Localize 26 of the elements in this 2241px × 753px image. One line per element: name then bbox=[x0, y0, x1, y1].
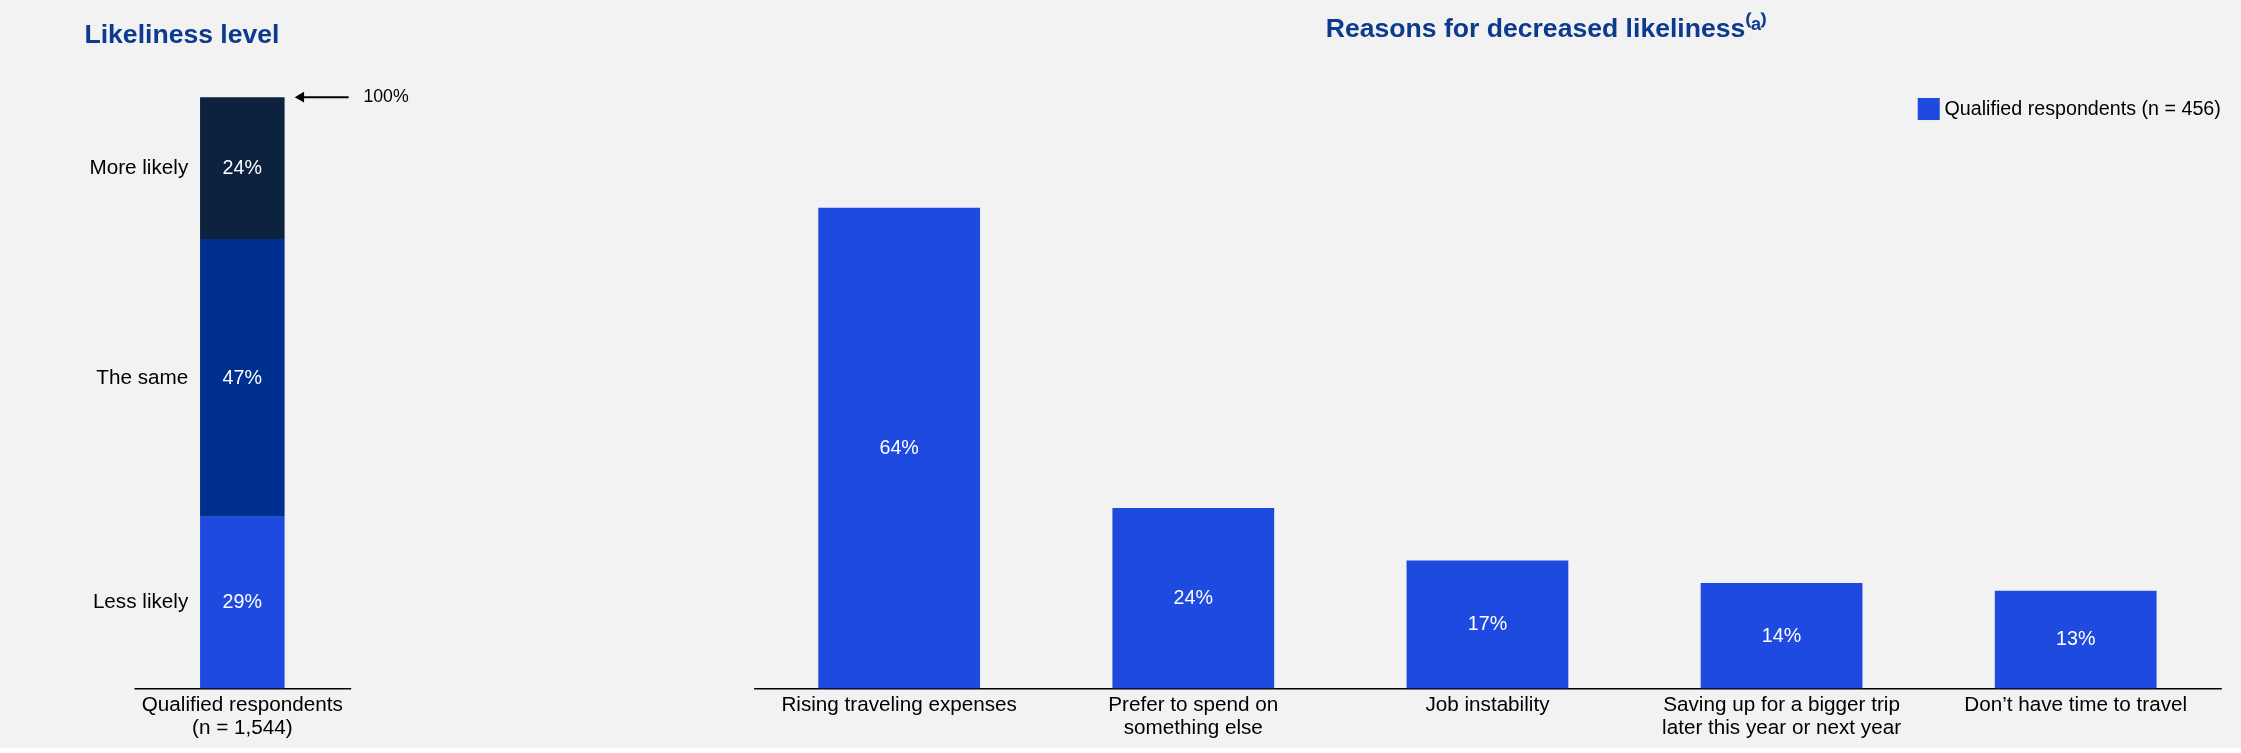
chart-title: Likeliness level bbox=[84, 19, 280, 50]
series-label: More likely bbox=[89, 155, 189, 179]
x-tick-label: Saving up for a bigger trip later this year or next year bbox=[1662, 692, 1902, 739]
data-label: 14% bbox=[1761, 623, 1802, 646]
legend-label: Qualified respondents (n = 456) bbox=[1944, 96, 2221, 119]
bar bbox=[1112, 508, 1275, 689]
bar bbox=[818, 207, 981, 689]
x-tick-label: Qualified respondents (n = 1,544) bbox=[141, 692, 343, 739]
data-label: 64% bbox=[879, 435, 919, 458]
x-tick-label: Don’t have time to travel bbox=[1964, 692, 2188, 716]
x-tick-label: Job instability bbox=[1425, 692, 1551, 716]
data-label: 24% bbox=[1173, 586, 1213, 609]
bar bbox=[1700, 583, 1863, 689]
text: 100% bbox=[363, 86, 409, 107]
x-tick-label: Prefer to spend on something else bbox=[1108, 692, 1279, 739]
bar bbox=[1994, 590, 2157, 689]
data-label: 13% bbox=[2056, 627, 2096, 650]
data-label: 17% bbox=[1467, 612, 1508, 635]
x-tick-label: Rising traveling expenses bbox=[781, 692, 1017, 716]
series-label: The same bbox=[96, 364, 189, 388]
data-label: 24% bbox=[222, 156, 263, 179]
series-label: Less likely bbox=[92, 589, 189, 613]
data-label: 29% bbox=[222, 590, 263, 613]
data-label: 47% bbox=[222, 365, 263, 388]
bar bbox=[1406, 560, 1569, 689]
chart-title: Reasons for decreased likeliness⁽ᵃ⁾ bbox=[1325, 12, 1768, 44]
